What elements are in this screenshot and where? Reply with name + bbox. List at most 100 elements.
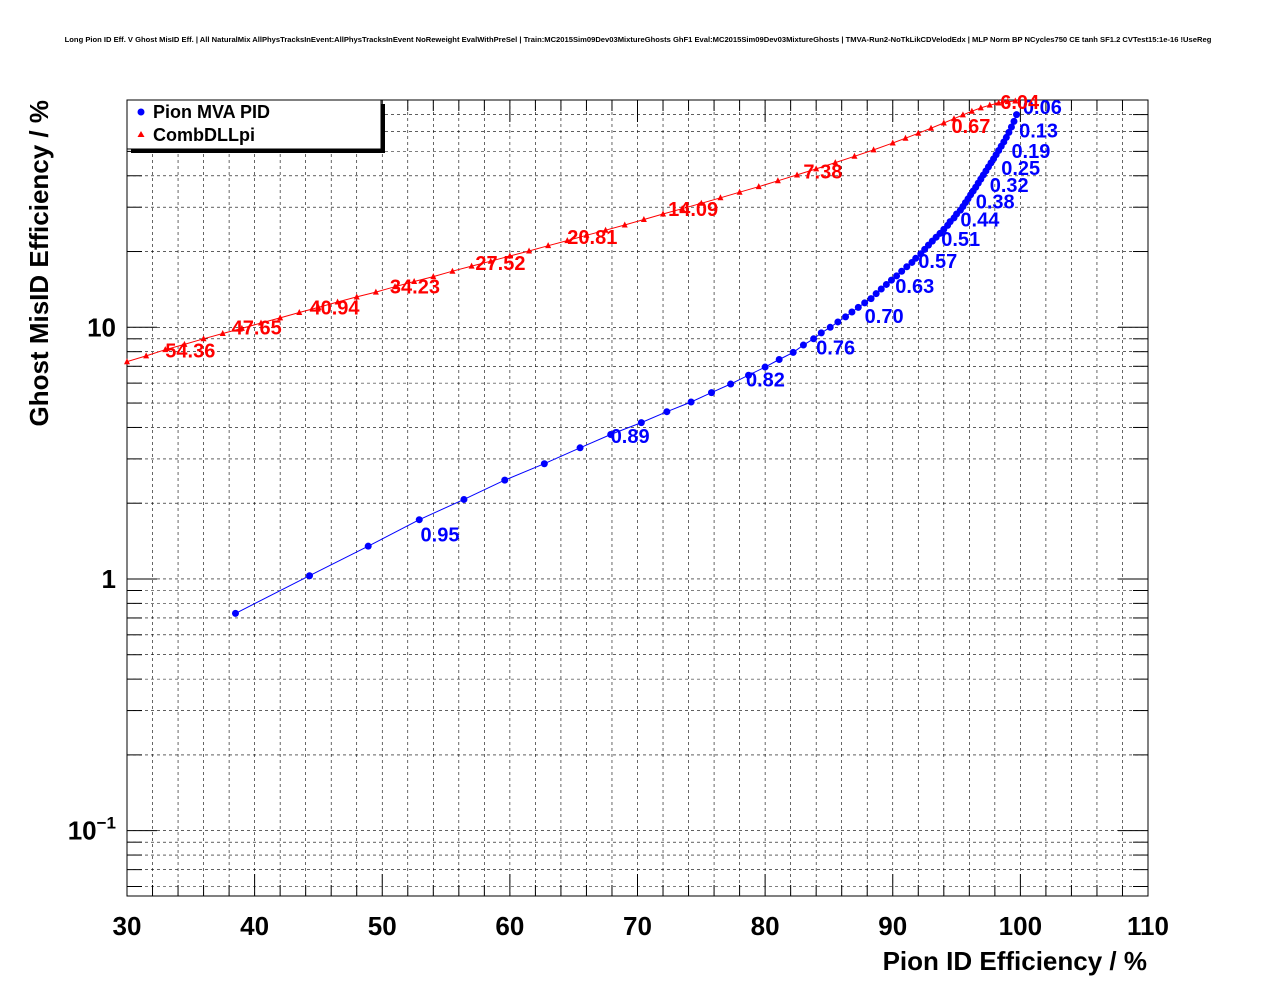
data-point-pion-mva bbox=[231, 609, 239, 617]
data-point-pion-mva bbox=[663, 408, 671, 416]
data-point-combdllpi bbox=[449, 267, 456, 274]
data-point-combdllpi bbox=[959, 111, 966, 118]
cut-label-combdllpi: 20.81 bbox=[567, 227, 617, 249]
data-point-combdllpi bbox=[219, 329, 226, 336]
data-point-pion-mva bbox=[415, 516, 423, 524]
y-tick-labels: 10−1 1 10 bbox=[68, 312, 116, 845]
cut-label-combdllpi: 54.36 bbox=[165, 340, 215, 362]
series-layer bbox=[124, 97, 1021, 617]
series-combdllpi bbox=[124, 97, 1019, 365]
data-point-combdllpi bbox=[238, 324, 245, 331]
data-point-combdllpi bbox=[545, 242, 552, 249]
legend-marker-pion-mva bbox=[137, 108, 145, 116]
data-point-combdllpi bbox=[564, 237, 571, 244]
cut-label-combdllpi: 0.67 bbox=[951, 116, 990, 138]
cut-label-pion-mva: 0.51 bbox=[941, 229, 980, 251]
legend: Pion MVA PID CombDLLpi bbox=[126, 99, 385, 153]
data-point-pion-mva bbox=[882, 280, 890, 288]
data-point-combdllpi bbox=[915, 129, 922, 136]
data-point-combdllpi bbox=[1012, 97, 1019, 104]
data-point-pion-mva bbox=[912, 254, 920, 262]
cut-label-combdllpi: 27.52 bbox=[475, 253, 525, 275]
data-point-pion-mva bbox=[817, 329, 825, 337]
y-tick-label-base: 10 bbox=[87, 312, 116, 342]
data-point-pion-mva bbox=[727, 380, 735, 388]
cut-label-pion-mva: 0.76 bbox=[816, 338, 855, 360]
data-point-combdllpi bbox=[583, 231, 590, 238]
data-point-combdllpi bbox=[774, 177, 781, 184]
y-tick-label: 1 bbox=[102, 564, 116, 594]
data-point-combdllpi bbox=[200, 335, 207, 342]
data-point-combdllpi bbox=[296, 308, 303, 315]
series-pion-mva bbox=[231, 111, 1021, 617]
data-point-pion-mva bbox=[460, 495, 468, 503]
data-point-combdllpi bbox=[506, 252, 513, 259]
data-point-pion-mva bbox=[607, 430, 615, 438]
cut-label-pion-mva: 0.38 bbox=[976, 192, 1015, 214]
data-point-pion-mva bbox=[810, 335, 818, 343]
cut-label-combdllpi: 7.38 bbox=[803, 161, 842, 183]
data-point-combdllpi bbox=[487, 257, 494, 264]
data-point-combdllpi bbox=[660, 210, 667, 217]
data-point-combdllpi bbox=[870, 146, 877, 153]
legend-label-combdllpi: CombDLLpi bbox=[153, 125, 255, 145]
data-point-combdllpi bbox=[968, 107, 975, 114]
data-point-pion-mva bbox=[848, 308, 856, 316]
data-point-pion-mva bbox=[576, 444, 584, 452]
cut-label-pion-mva: 0.25 bbox=[1001, 158, 1040, 180]
x-tick-label: 70 bbox=[623, 911, 652, 941]
cut-label-combdllpi: 40.94 bbox=[310, 297, 361, 319]
data-point-combdllpi bbox=[986, 101, 993, 108]
data-point-pion-mva bbox=[872, 290, 880, 298]
data-point-combdllpi bbox=[468, 262, 475, 269]
x-tick-label: 100 bbox=[999, 911, 1042, 941]
data-point-combdllpi bbox=[143, 352, 150, 359]
data-point-pion-mva bbox=[898, 267, 906, 275]
cut-label-pion-mva: 0.13 bbox=[1019, 121, 1058, 143]
data-point-pion-mva bbox=[842, 313, 850, 321]
data-point-combdllpi bbox=[411, 278, 418, 285]
cut-label-pion-mva: 0.57 bbox=[918, 251, 957, 273]
x-tick-label: 80 bbox=[751, 911, 780, 941]
data-point-combdllpi bbox=[392, 283, 399, 290]
data-point-combdllpi bbox=[1004, 98, 1011, 105]
data-point-combdllpi bbox=[602, 226, 609, 233]
x-tick-label: 30 bbox=[113, 911, 142, 941]
data-point-combdllpi bbox=[832, 159, 839, 166]
x-tick-labels: 30 40 50 60 70 80 90 100 110 bbox=[113, 911, 1169, 941]
data-point-combdllpi bbox=[755, 183, 762, 190]
data-point-combdllpi bbox=[794, 171, 801, 178]
data-point-combdllpi bbox=[124, 358, 130, 365]
data-point-pion-mva bbox=[877, 285, 885, 293]
data-point-combdllpi bbox=[679, 205, 686, 212]
data-point-pion-mva bbox=[501, 476, 509, 484]
data-point-pion-mva bbox=[775, 355, 783, 363]
annotations: 0.95 0.89 0.82 0.76 0.70 0.63 0.570.510.440.38… bbox=[165, 92, 1062, 547]
data-point-combdllpi bbox=[621, 221, 628, 228]
axis-ticks bbox=[126, 99, 1149, 896]
cut-label-pion-mva: 0.19 bbox=[1011, 141, 1050, 163]
y-tick-label-exponent: −1 bbox=[97, 814, 116, 833]
data-point-combdllpi bbox=[353, 293, 360, 300]
data-point-combdllpi bbox=[928, 124, 935, 131]
data-point-combdllpi bbox=[277, 314, 284, 321]
cut-label-pion-mva: 0.70 bbox=[865, 306, 904, 328]
data-point-combdllpi bbox=[977, 104, 984, 111]
cut-label-pion-mva: 0.82 bbox=[746, 370, 785, 392]
data-point-combdllpi bbox=[640, 216, 647, 223]
data-point-pion-mva bbox=[893, 272, 901, 280]
data-point-combdllpi bbox=[902, 134, 909, 141]
y-tick-label-base: 1 bbox=[102, 564, 116, 594]
data-point-combdllpi bbox=[940, 119, 947, 126]
cut-label-combdllpi: 34.23 bbox=[390, 277, 440, 299]
data-point-combdllpi bbox=[736, 188, 743, 195]
data-point-pion-mva bbox=[789, 348, 797, 356]
data-point-pion-mva bbox=[761, 363, 769, 371]
data-point-combdllpi bbox=[315, 303, 322, 310]
data-point-pion-mva bbox=[834, 318, 842, 326]
legend-box bbox=[126, 99, 382, 150]
cut-label-pion-mva: 0.63 bbox=[895, 276, 934, 298]
cut-label-pion-mva: 0.89 bbox=[611, 426, 650, 448]
y-tick-label: 10−1 bbox=[68, 814, 116, 846]
